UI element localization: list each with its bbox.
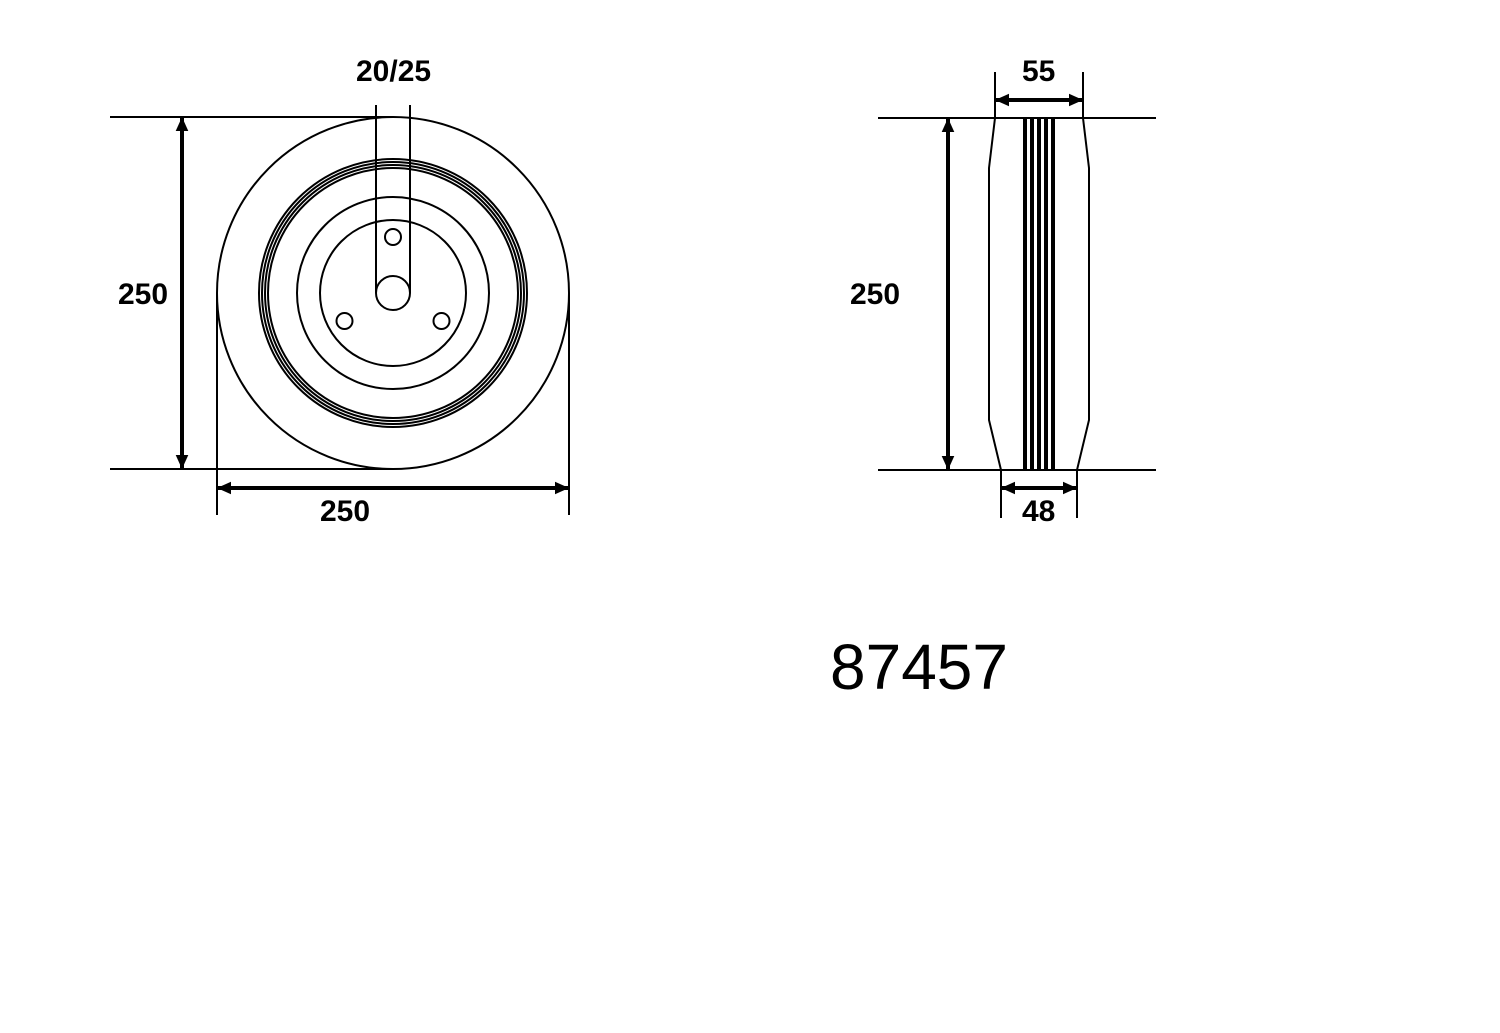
dim-side-height-label: 250 <box>850 278 900 312</box>
dim-side-top-label: 55 <box>1022 55 1055 89</box>
dim-front-width-label: 250 <box>320 495 370 529</box>
dim-front-height-label: 250 <box>118 278 168 312</box>
part-number: 87457 <box>830 630 1008 704</box>
drawing-svg <box>0 0 1500 1033</box>
dim-side-bot-label: 48 <box>1022 495 1055 529</box>
dim-bore-label: 20/25 <box>356 55 431 89</box>
technical-drawing <box>0 0 1500 1033</box>
